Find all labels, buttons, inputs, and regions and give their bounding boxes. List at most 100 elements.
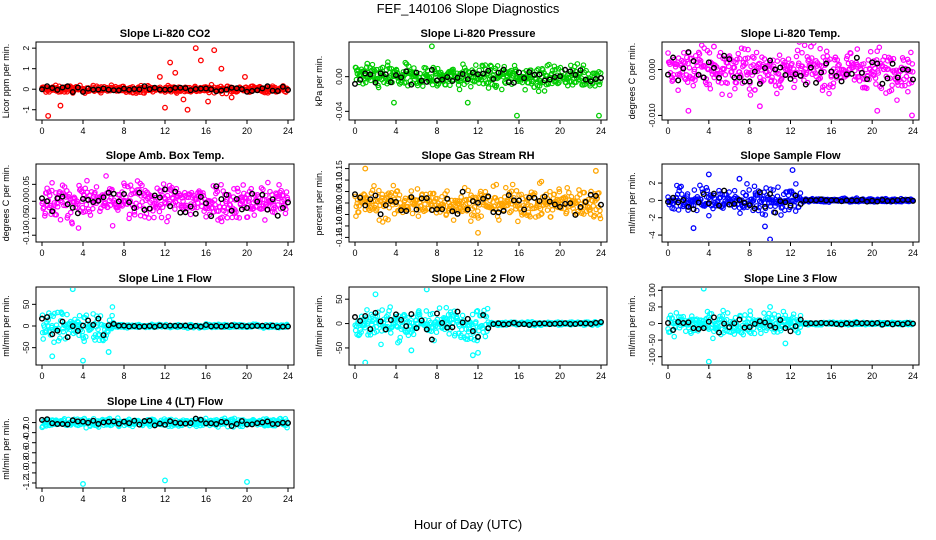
- data-point: [139, 182, 145, 189]
- outlier-point: [423, 288, 430, 293]
- hourly-mean-point: [403, 68, 410, 75]
- data-point: [744, 181, 750, 187]
- hourly-mean-point: [44, 314, 51, 321]
- hourly-mean-point: [95, 86, 102, 93]
- data-point: [164, 192, 171, 199]
- data-point: [468, 218, 474, 224]
- hourly-mean-point: [761, 319, 768, 326]
- data-point: [374, 198, 381, 205]
- hourly-mean-point: [49, 85, 56, 92]
- data-point: [92, 332, 99, 338]
- data-point: [852, 74, 859, 80]
- hourly-mean-point: [480, 70, 487, 77]
- data-point: [716, 71, 723, 78]
- hourly-mean-point: [85, 196, 92, 203]
- hourly-mean-point: [685, 319, 692, 326]
- data-point: [497, 196, 504, 203]
- series-points: [665, 43, 917, 119]
- data-point: [685, 207, 691, 213]
- x-tick-label: 16: [826, 371, 836, 381]
- data-point: [704, 187, 711, 194]
- data-point: [564, 185, 571, 191]
- hourly-mean-point: [495, 69, 502, 76]
- hourly-mean-point: [746, 78, 753, 85]
- y-tick-label: -0.05: [334, 205, 344, 225]
- hourly-mean-point: [475, 333, 482, 340]
- data-point: [596, 81, 603, 88]
- data-point: [214, 188, 221, 195]
- hourly-mean-point: [807, 64, 814, 71]
- data-point: [63, 194, 69, 200]
- data-point: [577, 70, 584, 76]
- outlier-point: [705, 358, 712, 364]
- data-point: [213, 185, 220, 192]
- x-tick-label: 20: [867, 371, 877, 381]
- hourly-mean-point: [202, 200, 209, 207]
- hourly-mean-point: [254, 87, 261, 94]
- hourly-mean-point: [259, 191, 266, 198]
- x-tick-label: 16: [201, 126, 211, 136]
- hourly-mean-point: [823, 60, 830, 67]
- hourly-mean-point: [894, 74, 901, 81]
- data-point: [390, 182, 397, 189]
- data-point: [408, 188, 415, 194]
- hourly-mean-point: [120, 191, 127, 198]
- data-point: [720, 307, 726, 314]
- hourly-mean-point: [454, 308, 461, 315]
- hourly-mean-point: [362, 202, 369, 209]
- data-point: [764, 72, 771, 79]
- hourly-mean-point: [187, 420, 194, 427]
- hourly-mean-point: [459, 188, 466, 195]
- data-point: [221, 204, 228, 211]
- hourly-mean-point: [131, 205, 138, 212]
- data-point: [454, 197, 461, 204]
- data-point: [60, 328, 67, 335]
- data-point: [362, 79, 369, 86]
- hourly-mean-point: [393, 72, 400, 79]
- y-tick-label: -50: [647, 334, 657, 347]
- data-point: [353, 213, 359, 219]
- hourly-mean-point: [79, 195, 86, 202]
- data-point: [538, 211, 544, 218]
- hourly-mean-point: [546, 76, 553, 83]
- data-point: [416, 308, 422, 314]
- x-tick-label: 12: [160, 494, 170, 504]
- data-point: [49, 179, 55, 186]
- hourly-mean-point: [357, 317, 364, 324]
- hourly-mean-point: [423, 195, 430, 202]
- y-tick-label: 100: [647, 283, 657, 297]
- hourly-mean-point: [367, 326, 374, 333]
- data-point: [43, 328, 50, 334]
- data-point: [51, 310, 58, 317]
- hourly-mean-point: [95, 315, 102, 322]
- y-tick-label: -50: [334, 342, 344, 355]
- data-point: [474, 208, 481, 214]
- hourly-mean-point: [167, 203, 174, 210]
- outlier-point: [475, 349, 481, 356]
- hourly-mean-point: [151, 422, 158, 429]
- hourly-mean-point: [598, 201, 605, 208]
- series-points: [39, 173, 292, 231]
- data-point: [65, 212, 71, 219]
- data-point: [355, 209, 362, 215]
- x-tick-label: 12: [473, 371, 483, 381]
- data-point: [385, 59, 391, 65]
- data-point: [272, 209, 278, 216]
- hourly-mean-point: [695, 71, 702, 78]
- data-point: [58, 310, 65, 316]
- hourly-mean-point: [685, 49, 692, 56]
- hourly-mean-point: [74, 210, 81, 217]
- hourly-mean-point: [818, 69, 825, 76]
- data-point: [540, 67, 546, 73]
- data-point: [471, 212, 477, 219]
- data-point: [703, 81, 710, 88]
- x-tick-label: 8: [434, 371, 439, 381]
- data-point: [778, 84, 784, 91]
- hourly-mean-point: [680, 197, 687, 204]
- data-point: [525, 209, 532, 216]
- hourly-mean-point: [79, 88, 86, 95]
- data-point: [420, 83, 426, 89]
- data-point: [817, 75, 824, 81]
- data-point: [566, 189, 572, 196]
